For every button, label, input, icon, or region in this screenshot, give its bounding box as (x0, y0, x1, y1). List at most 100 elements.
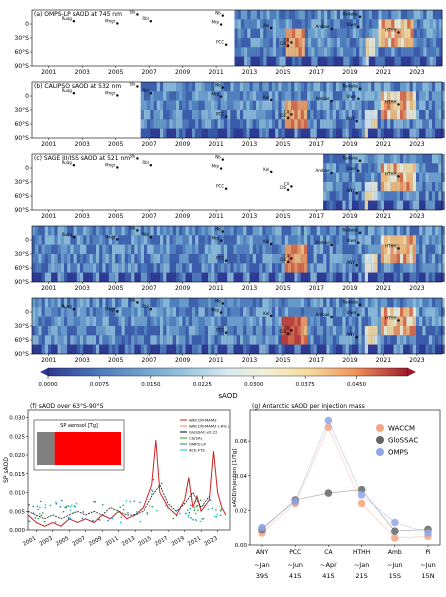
heatmap-cell (227, 254, 231, 264)
heatmap-cell (355, 110, 359, 120)
obs-point (207, 508, 210, 511)
heatmap-cell (237, 28, 241, 38)
obs-point (44, 504, 47, 506)
heatmap-cell (340, 10, 344, 20)
heatmap-cell (374, 91, 378, 101)
heatmap-cell (435, 307, 439, 317)
heatmap-cell (368, 263, 372, 273)
heatmap-cell (182, 307, 186, 317)
heatmap-cell (198, 128, 202, 138)
heatmap-cell (281, 316, 285, 326)
heatmap-cell (406, 326, 410, 336)
heatmap-cell (102, 326, 106, 336)
heatmap-cell (380, 298, 384, 308)
heatmap-cell (179, 100, 183, 110)
heatmap-cell (374, 335, 378, 345)
heatmap-cell (332, 307, 336, 317)
heatmap-cell (409, 110, 413, 120)
heatmap-cell (330, 56, 334, 66)
event-marker (224, 331, 228, 334)
heatmap-cell (156, 335, 160, 345)
x-tick-label: 2011 (208, 357, 223, 364)
heatmap-cell (358, 119, 362, 129)
panel-g: (g) Antarctic sAOD per injection mass sA… (232, 403, 441, 580)
heatmap-cell (51, 335, 55, 345)
heatmap-cell (172, 244, 176, 254)
obs-point (176, 509, 178, 512)
heatmap-cell (128, 307, 132, 317)
heatmap-cell (70, 263, 74, 273)
heatmap-cell (390, 172, 394, 182)
heatmap-cell (329, 307, 333, 317)
heatmap-cell (313, 316, 317, 326)
heatmap-cell (99, 244, 103, 254)
heatmap-cell (240, 28, 245, 38)
colorbar-tick-label: 0.0450 (347, 382, 367, 388)
heatmap-cell (371, 172, 375, 182)
heatmap-cell (153, 344, 157, 354)
heatmap-cell (409, 344, 413, 354)
heatmap-cell (326, 307, 330, 317)
obs-point (32, 512, 35, 515)
heatmap-cell (304, 263, 308, 273)
heatmap-cell (137, 272, 141, 282)
heatmap-cell (383, 154, 388, 164)
heatmap-cell (227, 244, 231, 254)
heatmap-cell (243, 307, 247, 317)
heatmap-cell (115, 263, 119, 273)
heatmap-cell (384, 316, 388, 326)
series-line (27, 484, 210, 520)
heatmap-cell (227, 100, 231, 110)
heatmap-cell (284, 128, 288, 138)
heatmap-cell (41, 298, 45, 308)
event-label: Mrp (211, 308, 219, 313)
heatmap-cell (211, 344, 215, 354)
heatmap-cell (220, 272, 224, 282)
x-tick-label: 2013 (242, 285, 257, 292)
heatmap-cell (182, 119, 186, 129)
heatmap-cell (387, 263, 391, 273)
heatmap-cell (64, 263, 68, 273)
heatmap-cell (60, 272, 64, 282)
heatmap-cell (86, 326, 90, 336)
heatmap-cell (396, 307, 400, 317)
heatmap-cell (67, 272, 71, 282)
heatmap-cell (320, 344, 324, 354)
heatmap-cell (323, 154, 327, 164)
heatmap-cell (115, 335, 119, 345)
heatmap-cell (326, 254, 330, 264)
heatmap-cell (96, 326, 100, 336)
heatmap-cell (400, 326, 404, 336)
heatmap-cell (211, 307, 215, 317)
heatmap-cell (403, 326, 407, 336)
heatmap-cell (352, 344, 356, 354)
heatmap-cell (108, 307, 112, 317)
heatmap-cell (345, 100, 349, 110)
heatmap-cell (237, 47, 241, 57)
heatmap-cell (351, 82, 356, 92)
heatmap-cell (300, 335, 304, 345)
heatmap-cell (143, 91, 148, 101)
heatmap-cell (295, 19, 299, 29)
heatmap-cell (351, 191, 356, 201)
heatmap-cell (208, 263, 212, 273)
event-label: Nb (215, 299, 221, 304)
heatmap-cell (223, 82, 228, 92)
heatmap-cell (279, 38, 283, 48)
heatmap-cell (243, 244, 247, 254)
heatmap-cell (247, 47, 251, 57)
heatmap-cell (150, 344, 154, 354)
heatmap-cell (364, 200, 368, 210)
heatmap-cell (169, 263, 173, 273)
heatmap-cell (323, 335, 327, 345)
heatmap-cell (422, 82, 426, 92)
heatmap-cell (265, 344, 269, 354)
obs-point (82, 511, 85, 513)
heatmap-cell (140, 226, 144, 236)
heatmap-cell (400, 307, 404, 317)
heatmap-cell (160, 235, 164, 245)
y-tick-label: 60°S (15, 337, 30, 344)
heatmap-cell (150, 235, 154, 245)
heatmap-cell (311, 47, 315, 57)
heatmap-cell (343, 56, 347, 66)
